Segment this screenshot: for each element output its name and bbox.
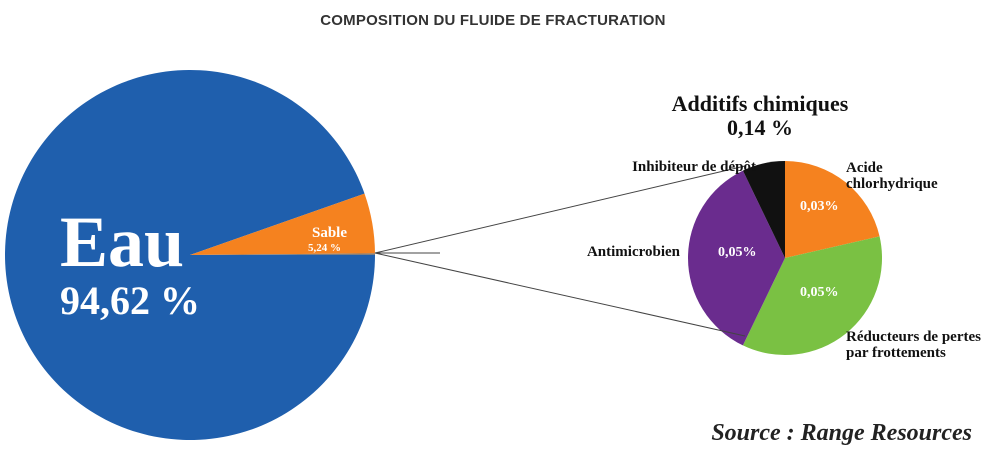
pie-slice (687, 170, 785, 346)
pie-slice (785, 161, 880, 258)
pie-slice (5, 70, 376, 441)
value-label: 0,03% (800, 199, 839, 214)
pie-slice (742, 161, 785, 258)
connector (374, 252, 746, 337)
slice-label: Sable (312, 225, 348, 241)
pie-slice (190, 193, 375, 255)
slice-label: Réducteurs de pertes par frottements (846, 329, 981, 361)
connector (374, 165, 746, 254)
value-label: 5,24 % (308, 242, 341, 254)
value-label: 0,14 % (727, 115, 793, 140)
slice-label: Inhibiteur de dépôt (632, 159, 756, 175)
slice-label: Eau (60, 202, 185, 282)
pie-slice (190, 253, 375, 255)
chart-title: COMPOSITION DU FLUIDE DE FRACTURATION (320, 12, 666, 29)
value-label: 0,05% (718, 245, 757, 260)
pie-slice (742, 236, 882, 356)
slice-label: Antimicrobien (586, 244, 680, 260)
value-label: 94,62 % (60, 278, 200, 323)
annotation: Source : Range Resources (711, 420, 972, 446)
slice-label: Acide chlorhydrique (846, 160, 938, 192)
slice-label: Additifs chimiques (671, 91, 849, 116)
value-label: 0,05% (800, 285, 839, 300)
